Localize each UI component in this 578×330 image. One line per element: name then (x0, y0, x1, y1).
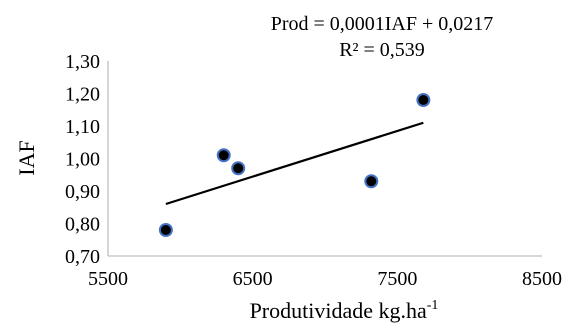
data-points (158, 93, 431, 237)
y-tick-label: 0,90 (65, 181, 100, 203)
y-tick-label: 1,30 (65, 51, 100, 73)
data-point (158, 223, 173, 237)
x-axis-title: Produtividade kg.ha-1 (250, 298, 439, 323)
y-axis-title: IAF (14, 140, 39, 175)
x-axis-title-base: Produtividade kg.ha (250, 298, 427, 323)
y-tick-label: 0,80 (65, 214, 100, 236)
y-tick-label: 1,10 (65, 116, 100, 138)
x-axis-title-superscript: -1 (427, 298, 439, 313)
y-tick-labels: 0,70 0,80 0,90 1,00 1,10 1,20 1,30 (65, 51, 100, 268)
trendline (165, 121, 424, 206)
r-squared-label: R² = 0,539 (339, 39, 425, 61)
data-point (416, 93, 431, 107)
x-tick-label: 8500 (522, 268, 562, 290)
data-point (364, 174, 379, 189)
x-tick-label: 7500 (377, 268, 417, 290)
x-tick-label: 6500 (233, 268, 273, 290)
x-tick-label: 5500 (88, 268, 128, 290)
y-tick-label: 1,00 (65, 149, 100, 171)
axes (107, 61, 542, 257)
y-tick-label: 1,20 (65, 84, 100, 106)
data-point (216, 148, 231, 163)
trendline-group (165, 121, 424, 206)
trendline-equation: Prod = 0,0001IAF + 0,0217 (271, 13, 494, 35)
y-tick-label: 0,70 (65, 246, 100, 268)
data-point (231, 161, 246, 176)
x-tick-labels: 5500 6500 7500 8500 (88, 268, 562, 290)
